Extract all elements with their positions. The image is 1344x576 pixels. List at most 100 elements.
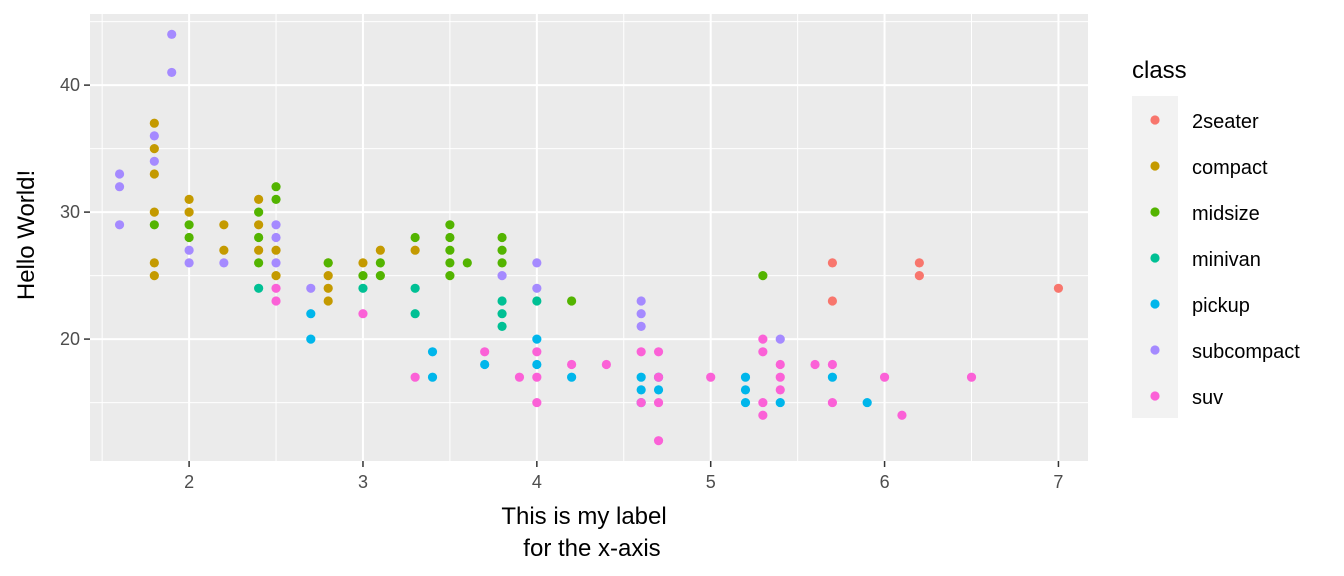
- data-point-midsize: [758, 270, 768, 281]
- data-point-midsize: [184, 220, 194, 230]
- data-point-suv: [271, 283, 281, 293]
- data-point-2seater: [914, 258, 924, 268]
- data-point-compact: [219, 220, 229, 230]
- data-point-minivan: [410, 309, 420, 319]
- data-point-midsize: [358, 270, 368, 281]
- data-point-pickup: [862, 397, 872, 408]
- x-tick-label: 5: [706, 472, 716, 492]
- data-point-midsize: [149, 220, 159, 230]
- data-point-compact: [219, 245, 229, 255]
- data-point-suv: [514, 372, 525, 382]
- data-point-compact: [149, 169, 159, 179]
- data-point-minivan: [497, 321, 507, 331]
- data-point-pickup: [532, 359, 542, 370]
- data-point-midsize: [184, 232, 194, 243]
- x-axis-title-line-2: for the x-axis: [523, 535, 660, 562]
- plot-panel: [90, 14, 1088, 461]
- data-point-suv: [636, 397, 646, 408]
- data-point-suv: [966, 372, 977, 382]
- data-point-suv: [879, 372, 890, 382]
- data-point-suv: [897, 410, 907, 420]
- data-point-subcompact: [184, 258, 194, 268]
- data-point-midsize: [497, 232, 507, 243]
- data-point-suv: [358, 309, 368, 319]
- x-tick-label: 2: [184, 472, 194, 492]
- data-point-compact: [184, 207, 194, 217]
- data-point-pickup: [636, 372, 646, 382]
- data-point-midsize: [410, 232, 420, 243]
- data-point-minivan: [497, 309, 507, 319]
- data-point-suv: [636, 347, 646, 357]
- data-point-suv: [775, 372, 785, 382]
- y-tick-label: 40: [60, 75, 80, 95]
- legend-key-suv: [1150, 391, 1160, 401]
- data-point-midsize: [271, 194, 281, 205]
- data-point-compact: [149, 118, 159, 128]
- data-point-subcompact: [306, 283, 316, 293]
- data-point-pickup: [306, 334, 316, 344]
- data-point-compact: [375, 245, 385, 255]
- data-point-subcompact: [636, 296, 646, 306]
- legend-key-minivan: [1150, 253, 1160, 263]
- data-point-pickup: [775, 397, 785, 408]
- y-tick-label: 30: [60, 202, 80, 222]
- data-point-minivan: [497, 296, 507, 306]
- data-point-compact: [271, 270, 281, 281]
- data-point-subcompact: [114, 220, 125, 230]
- data-point-minivan: [358, 283, 368, 293]
- data-point-suv: [810, 359, 820, 370]
- data-point-subcompact: [636, 309, 646, 319]
- legend-key-compact: [1150, 161, 1160, 171]
- data-point-suv: [653, 347, 664, 357]
- data-point-subcompact: [775, 334, 785, 344]
- data-point-suv: [532, 372, 542, 382]
- data-point-compact: [254, 220, 264, 230]
- data-point-pickup: [532, 334, 542, 344]
- data-point-pickup: [740, 385, 751, 395]
- data-point-subcompact: [497, 270, 507, 281]
- data-point-compact: [149, 144, 159, 154]
- legend-label-minivan: minivan: [1192, 249, 1261, 271]
- data-point-subcompact: [532, 283, 542, 293]
- data-point-subcompact: [149, 131, 159, 141]
- data-point-subcompact: [271, 220, 281, 230]
- data-point-suv: [271, 296, 281, 306]
- data-point-midsize: [445, 245, 455, 255]
- data-point-pickup: [427, 372, 438, 382]
- legend-label-midsize: midsize: [1192, 203, 1260, 225]
- data-point-pickup: [306, 309, 316, 319]
- data-point-subcompact: [271, 232, 281, 243]
- data-point-2seater: [827, 296, 838, 306]
- data-point-midsize: [254, 232, 264, 243]
- data-point-subcompact: [114, 169, 125, 179]
- data-point-2seater: [914, 270, 924, 281]
- data-point-compact: [358, 258, 368, 268]
- data-point-suv: [410, 372, 420, 382]
- data-point-subcompact: [149, 156, 159, 166]
- legend: class 2seater compact midsize minivan pickup…: [1132, 57, 1300, 418]
- legend-label-suv: suv: [1192, 387, 1223, 409]
- data-point-subcompact: [219, 258, 229, 268]
- data-point-2seater: [1053, 283, 1064, 293]
- data-point-compact: [323, 283, 333, 293]
- x-axis-title-line-1: This is my label: [501, 503, 666, 530]
- grid-minor: [90, 14, 1088, 461]
- data-point-subcompact: [532, 258, 542, 268]
- data-point-suv: [567, 359, 577, 370]
- data-point-midsize: [271, 182, 281, 192]
- data-point-midsize: [497, 245, 507, 255]
- x-tick-label: 7: [1053, 472, 1063, 492]
- data-point-compact: [323, 270, 333, 281]
- data-point-pickup: [480, 359, 490, 370]
- legend-key-midsize: [1150, 207, 1160, 217]
- data-point-pickup: [427, 347, 438, 357]
- data-point-subcompact: [271, 258, 281, 268]
- data-points: [114, 29, 1064, 446]
- x-tick-label: 6: [880, 472, 890, 492]
- data-point-2seater: [827, 258, 838, 268]
- data-point-suv: [827, 397, 838, 408]
- data-point-compact: [184, 194, 194, 205]
- data-point-midsize: [445, 220, 455, 230]
- data-point-suv: [653, 436, 664, 446]
- data-point-midsize: [497, 258, 507, 268]
